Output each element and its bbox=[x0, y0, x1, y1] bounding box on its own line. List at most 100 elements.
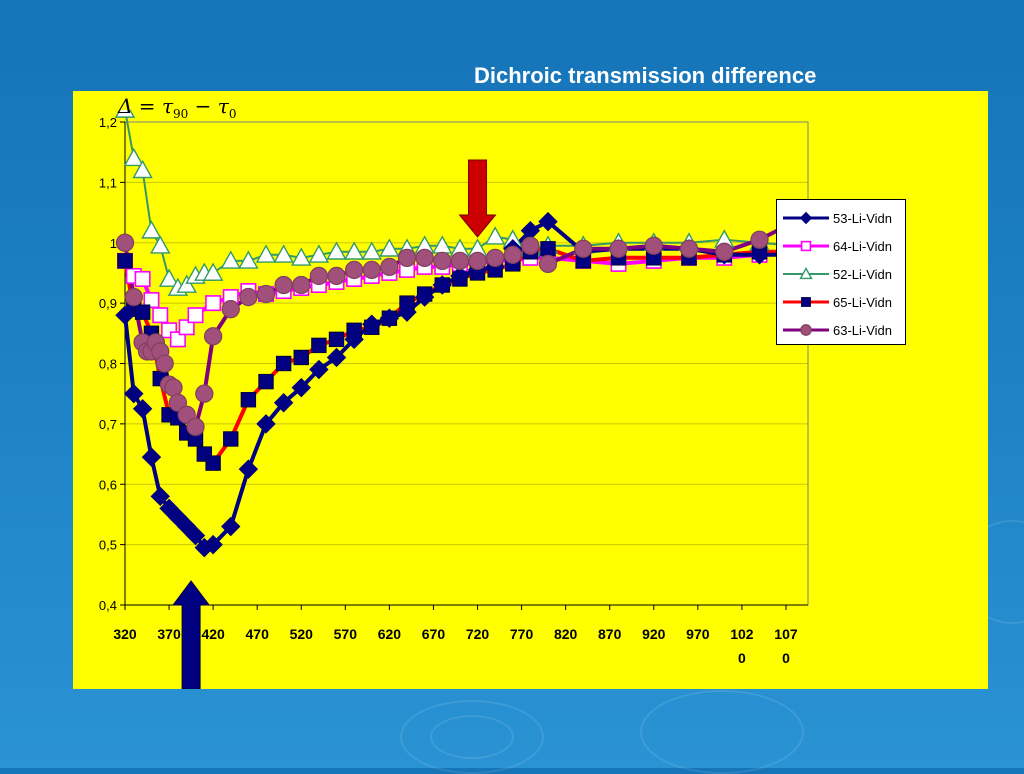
data-point-64-Li-Vidn bbox=[134, 270, 151, 287]
x-tick-label: 370 bbox=[157, 626, 181, 642]
data-point-53-Li-Vidn bbox=[273, 393, 294, 413]
data-point-53-Li-Vidn bbox=[124, 383, 144, 404]
data-point-53-Li-Vidn bbox=[379, 308, 400, 328]
gridlines bbox=[125, 121, 808, 546]
y-tick-label: 1,2 bbox=[99, 115, 117, 130]
ripple-decoration bbox=[430, 715, 514, 759]
data-point-52-Li-Vidn bbox=[123, 147, 145, 167]
data-point-64-Li-Vidn bbox=[187, 307, 204, 324]
data-point-52-Li-Vidn bbox=[326, 241, 347, 260]
data-point-53-Li-Vidn bbox=[203, 534, 223, 555]
legend-item: 52-Li-Vidn bbox=[781, 260, 901, 288]
data-point-63-Li-Vidn bbox=[644, 236, 663, 255]
chart-legend: 53-Li-Vidn 64-Li-Vidn 52-Li-Vidn 65-Li-Vidn… bbox=[776, 199, 906, 345]
data-point-53-Li-Vidn bbox=[432, 275, 452, 295]
y-tick-label: 0,5 bbox=[99, 538, 117, 553]
data-point-52-Li-Vidn bbox=[343, 241, 365, 260]
data-point-63-Li-Vidn bbox=[186, 417, 205, 437]
data-point-63-Li-Vidn bbox=[679, 239, 699, 258]
data-point-53-Li-Vidn bbox=[256, 414, 276, 434]
data-point-52-Li-Vidn bbox=[176, 274, 197, 293]
tick-labels: 0,4 0,5 0,6 0,7 0,8 0,9 1 1,1 1,2 320 370 420 470 520… bbox=[99, 115, 798, 666]
legend-item: 53-Li-Vidn bbox=[781, 204, 901, 232]
data-point-53-Li-Vidn bbox=[397, 302, 417, 322]
series-lines bbox=[123, 110, 796, 550]
legend-swatch bbox=[783, 240, 829, 252]
data-point-63-Li-Vidn bbox=[164, 378, 183, 397]
data-point-63-Li-Vidn bbox=[256, 284, 276, 304]
formula-sub-90: 90 bbox=[173, 107, 189, 121]
legend-label: 64-Li-Vidn bbox=[833, 238, 893, 254]
data-point-53-Li-Vidn bbox=[326, 347, 347, 368]
data-point-53-Li-Vidn bbox=[115, 305, 135, 325]
legend-swatch bbox=[783, 324, 829, 336]
x-tick-label: 870 bbox=[598, 626, 622, 642]
formula-tau-a: τ bbox=[161, 94, 174, 118]
data-point-63-Li-Vidn bbox=[574, 239, 593, 258]
data-point-53-Li-Vidn bbox=[141, 447, 162, 467]
x-tick-label: 420 bbox=[201, 626, 225, 642]
x-tick-label: 670 bbox=[422, 626, 446, 642]
x-tick-label: 570 bbox=[334, 626, 358, 642]
data-point-64-Li-Vidn bbox=[169, 331, 186, 348]
data-point-63-Li-Vidn bbox=[750, 230, 769, 249]
legend-swatch bbox=[783, 297, 829, 307]
legend-swatch bbox=[783, 267, 829, 280]
data-point-53-Li-Vidn bbox=[362, 314, 382, 334]
legend-label: 63-Li-Vidn bbox=[833, 322, 893, 338]
data-point-63-Li-Vidn bbox=[274, 275, 293, 295]
data-point-63-Li-Vidn bbox=[433, 251, 452, 271]
data-point-63-Li-Vidn bbox=[397, 248, 417, 267]
legend-item: 63-Li-Vidn bbox=[781, 316, 901, 344]
legend-item: 64-Li-Vidn bbox=[781, 232, 901, 260]
data-point-63-Li-Vidn bbox=[124, 287, 143, 307]
data-point-63-Li-Vidn bbox=[503, 245, 522, 264]
x-tick-label: 620 bbox=[378, 626, 402, 642]
data-point-63-Li-Vidn bbox=[609, 239, 628, 258]
data-point-63-Li-Vidn bbox=[195, 384, 214, 403]
data-point-65-Li-Vidn bbox=[328, 331, 345, 348]
data-point-64-Li-Vidn bbox=[205, 295, 222, 312]
legend-swatch-marker bbox=[799, 211, 813, 225]
data-point-63-Li-Vidn bbox=[521, 236, 540, 255]
y-tick-label: 0,4 bbox=[99, 598, 117, 613]
chart-panel: 0,4 0,5 0,6 0,7 0,8 0,9 1 1,1 1,2 320 370 420 470 520… bbox=[73, 91, 988, 689]
data-point-63-Li-Vidn bbox=[203, 327, 223, 346]
data-point-52-Li-Vidn bbox=[379, 238, 400, 257]
x-tick-label: 720 bbox=[466, 626, 490, 642]
data-point-65-Li-Vidn bbox=[293, 349, 309, 366]
y-tick-label: 1,1 bbox=[99, 175, 117, 190]
data-point-53-Li-Vidn bbox=[132, 399, 153, 419]
x-tick-label: 320 bbox=[113, 626, 137, 642]
legend-swatch-marker bbox=[800, 324, 812, 336]
data-point-63-Li-Vidn bbox=[221, 300, 240, 319]
data-point-52-Li-Vidn bbox=[220, 250, 241, 269]
data-point-63-Li-Vidn bbox=[292, 275, 311, 295]
data-point-53-Li-Vidn bbox=[185, 525, 206, 546]
x-tick-label: 820 bbox=[554, 626, 578, 642]
data-point-64-Li-Vidn bbox=[152, 307, 169, 324]
data-point-63-Li-Vidn bbox=[468, 251, 487, 271]
data-point-53-Li-Vidn bbox=[344, 329, 364, 350]
data-point-52-Li-Vidn bbox=[202, 262, 224, 281]
x-tick-label: 470 bbox=[246, 626, 270, 642]
x-tick-label: 770 bbox=[510, 626, 534, 642]
legend-label: 53-Li-Vidn bbox=[833, 210, 893, 226]
data-point-65-Li-Vidn bbox=[223, 431, 239, 447]
y-tick-label: 0,8 bbox=[99, 357, 117, 372]
data-point-65-Li-Vidn bbox=[205, 455, 221, 471]
data-point-63-Li-Vidn bbox=[415, 248, 434, 267]
y-tick-label: 0,6 bbox=[99, 477, 117, 492]
data-point-64-Li-Vidn bbox=[143, 292, 160, 309]
data-point-63-Li-Vidn bbox=[380, 257, 399, 277]
data-point-53-Li-Vidn bbox=[291, 377, 311, 398]
formula-equals: = bbox=[132, 94, 162, 118]
formula-tau-b: τ bbox=[217, 94, 229, 118]
data-point-63-Li-Vidn bbox=[362, 260, 381, 280]
data-point-63-Li-Vidn bbox=[485, 248, 505, 267]
x-tick-label: 970 bbox=[686, 626, 710, 642]
data-point-52-Li-Vidn bbox=[141, 220, 162, 239]
data-point-53-Li-Vidn bbox=[221, 516, 241, 537]
data-point-63-Li-Vidn bbox=[115, 233, 135, 252]
data-point-65-Li-Vidn bbox=[275, 355, 292, 372]
